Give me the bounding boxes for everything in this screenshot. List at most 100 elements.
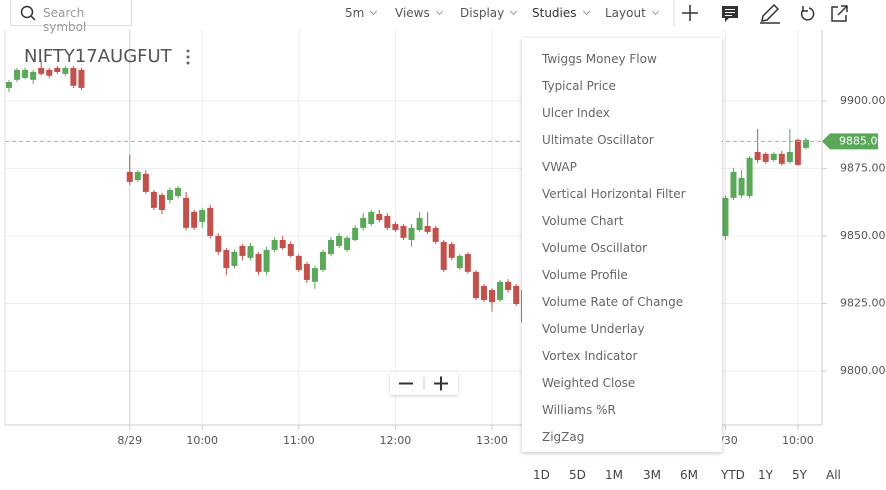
- study-item[interactable]: Volume Chart: [542, 214, 624, 228]
- candle-body: [738, 177, 745, 196]
- candle-body: [786, 151, 793, 162]
- candle-body: [183, 197, 190, 228]
- study-item[interactable]: Volume Oscillator: [542, 241, 648, 255]
- candle-body: [456, 255, 463, 269]
- draw-icon[interactable]: [760, 3, 780, 24]
- candle-body: [392, 224, 399, 230]
- symbol-options[interactable]: [186, 49, 190, 65]
- candle-body: [199, 210, 206, 222]
- study-item[interactable]: Weighted Close: [542, 376, 636, 390]
- candle-body: [416, 217, 423, 230]
- range-button[interactable]: 1D: [533, 468, 550, 482]
- x-tick-label: 10:00: [782, 434, 814, 447]
- candle-body: [62, 67, 69, 74]
- candle-body: [505, 281, 512, 290]
- candle-body: [263, 249, 270, 272]
- popout-icon[interactable]: [831, 5, 848, 22]
- candle-body: [794, 139, 801, 165]
- candle-body: [14, 69, 21, 80]
- zoom-in[interactable]: [434, 376, 448, 391]
- study-item[interactable]: VWAP: [542, 160, 577, 174]
- candle-body: [432, 227, 439, 242]
- display-menu[interactable]: Display: [460, 6, 516, 20]
- study-item[interactable]: Volume Underlay: [542, 322, 645, 336]
- candle-body: [22, 69, 29, 78]
- candle-body: [303, 264, 310, 280]
- study-item[interactable]: Ulcer Index: [542, 106, 610, 120]
- study-item[interactable]: Volume Profile: [542, 268, 628, 282]
- candle-body: [368, 211, 375, 225]
- zoom-icons: [399, 376, 448, 391]
- range-button[interactable]: 5Y: [792, 468, 807, 482]
- range-button[interactable]: All: [826, 468, 841, 482]
- candle-body: [287, 244, 294, 256]
- study-item[interactable]: Ultimate Oscillator: [542, 133, 654, 147]
- candle-body: [46, 69, 53, 76]
- candle-body: [497, 281, 504, 300]
- candle-body: [30, 72, 37, 80]
- y-tick-label: 9825.00: [840, 296, 886, 309]
- study-item[interactable]: Twiggs Money Flow: [542, 52, 657, 66]
- study-item[interactable]: ZigZag: [542, 430, 585, 444]
- range-button[interactable]: 1M: [605, 468, 623, 482]
- range-button[interactable]: 3M: [643, 468, 661, 482]
- candle-body: [360, 217, 367, 228]
- candle-body: [311, 268, 318, 282]
- candle-body: [746, 157, 753, 196]
- comment-icon[interactable]: [722, 6, 738, 22]
- candle-body: [480, 285, 487, 300]
- interval-menu[interactable]: 5m: [345, 6, 376, 20]
- range-button[interactable]: 5D: [569, 468, 586, 482]
- candle-body: [279, 239, 286, 249]
- search-box[interactable]: Search symbol: [10, 0, 132, 34]
- candle-body: [400, 225, 407, 238]
- candle-body: [384, 215, 391, 228]
- study-item[interactable]: Volume Rate of Change: [542, 295, 684, 309]
- candle-body: [770, 153, 777, 161]
- study-item[interactable]: Williams %R: [542, 403, 616, 417]
- range-button[interactable]: 1Y: [758, 468, 773, 482]
- candle-body: [78, 69, 85, 88]
- toolbar-icons: [673, 0, 848, 26]
- candle-body: [239, 245, 246, 256]
- study-item[interactable]: Typical Price: [542, 79, 616, 93]
- candle-body: [6, 81, 12, 88]
- add-icon[interactable]: [682, 5, 698, 21]
- candle-body: [754, 151, 761, 161]
- candle-body: [223, 249, 230, 269]
- candle-body: [142, 173, 149, 192]
- studies-menu[interactable]: Studies: [532, 6, 589, 20]
- candle-body: [207, 207, 214, 236]
- last-price-tag: [822, 133, 878, 150]
- layout-menu[interactable]: Layout: [605, 6, 658, 20]
- study-item[interactable]: Vortex Indicator: [542, 349, 638, 363]
- study-item[interactable]: Vertical Horizontal Filter: [542, 187, 686, 201]
- candle-body: [295, 255, 302, 270]
- candle-body: [408, 227, 415, 240]
- y-tick-label: 9900.00: [840, 94, 886, 107]
- studies-dropdown: Twiggs Money Flow Typical Price Ulcer Inde…: [522, 38, 722, 452]
- toolbar: Search symbol 5m Views Display Studies L…: [0, 0, 886, 34]
- candle-body: [328, 239, 334, 255]
- range-button[interactable]: YTD: [721, 468, 745, 482]
- x-tick-label: 10:00: [186, 434, 218, 447]
- candle-body: [158, 194, 165, 211]
- candle-body: [70, 67, 77, 86]
- x-tick-label: 11:00: [283, 434, 315, 447]
- views-menu[interactable]: Views: [395, 6, 442, 20]
- x-tick-label: 8/29: [117, 434, 142, 447]
- candle-body: [802, 139, 809, 148]
- reset-icon[interactable]: [800, 6, 815, 21]
- candle-body: [271, 239, 278, 250]
- last-price-label: 9885.00: [839, 134, 885, 147]
- candle-body: [344, 237, 351, 250]
- candle-body: [38, 67, 45, 74]
- candle-body: [778, 153, 785, 164]
- candle-body: [167, 190, 173, 201]
- candle-body: [424, 225, 431, 232]
- candle-body: [175, 187, 182, 196]
- candle-body: [255, 254, 262, 272]
- range-button[interactable]: 6M: [680, 468, 698, 482]
